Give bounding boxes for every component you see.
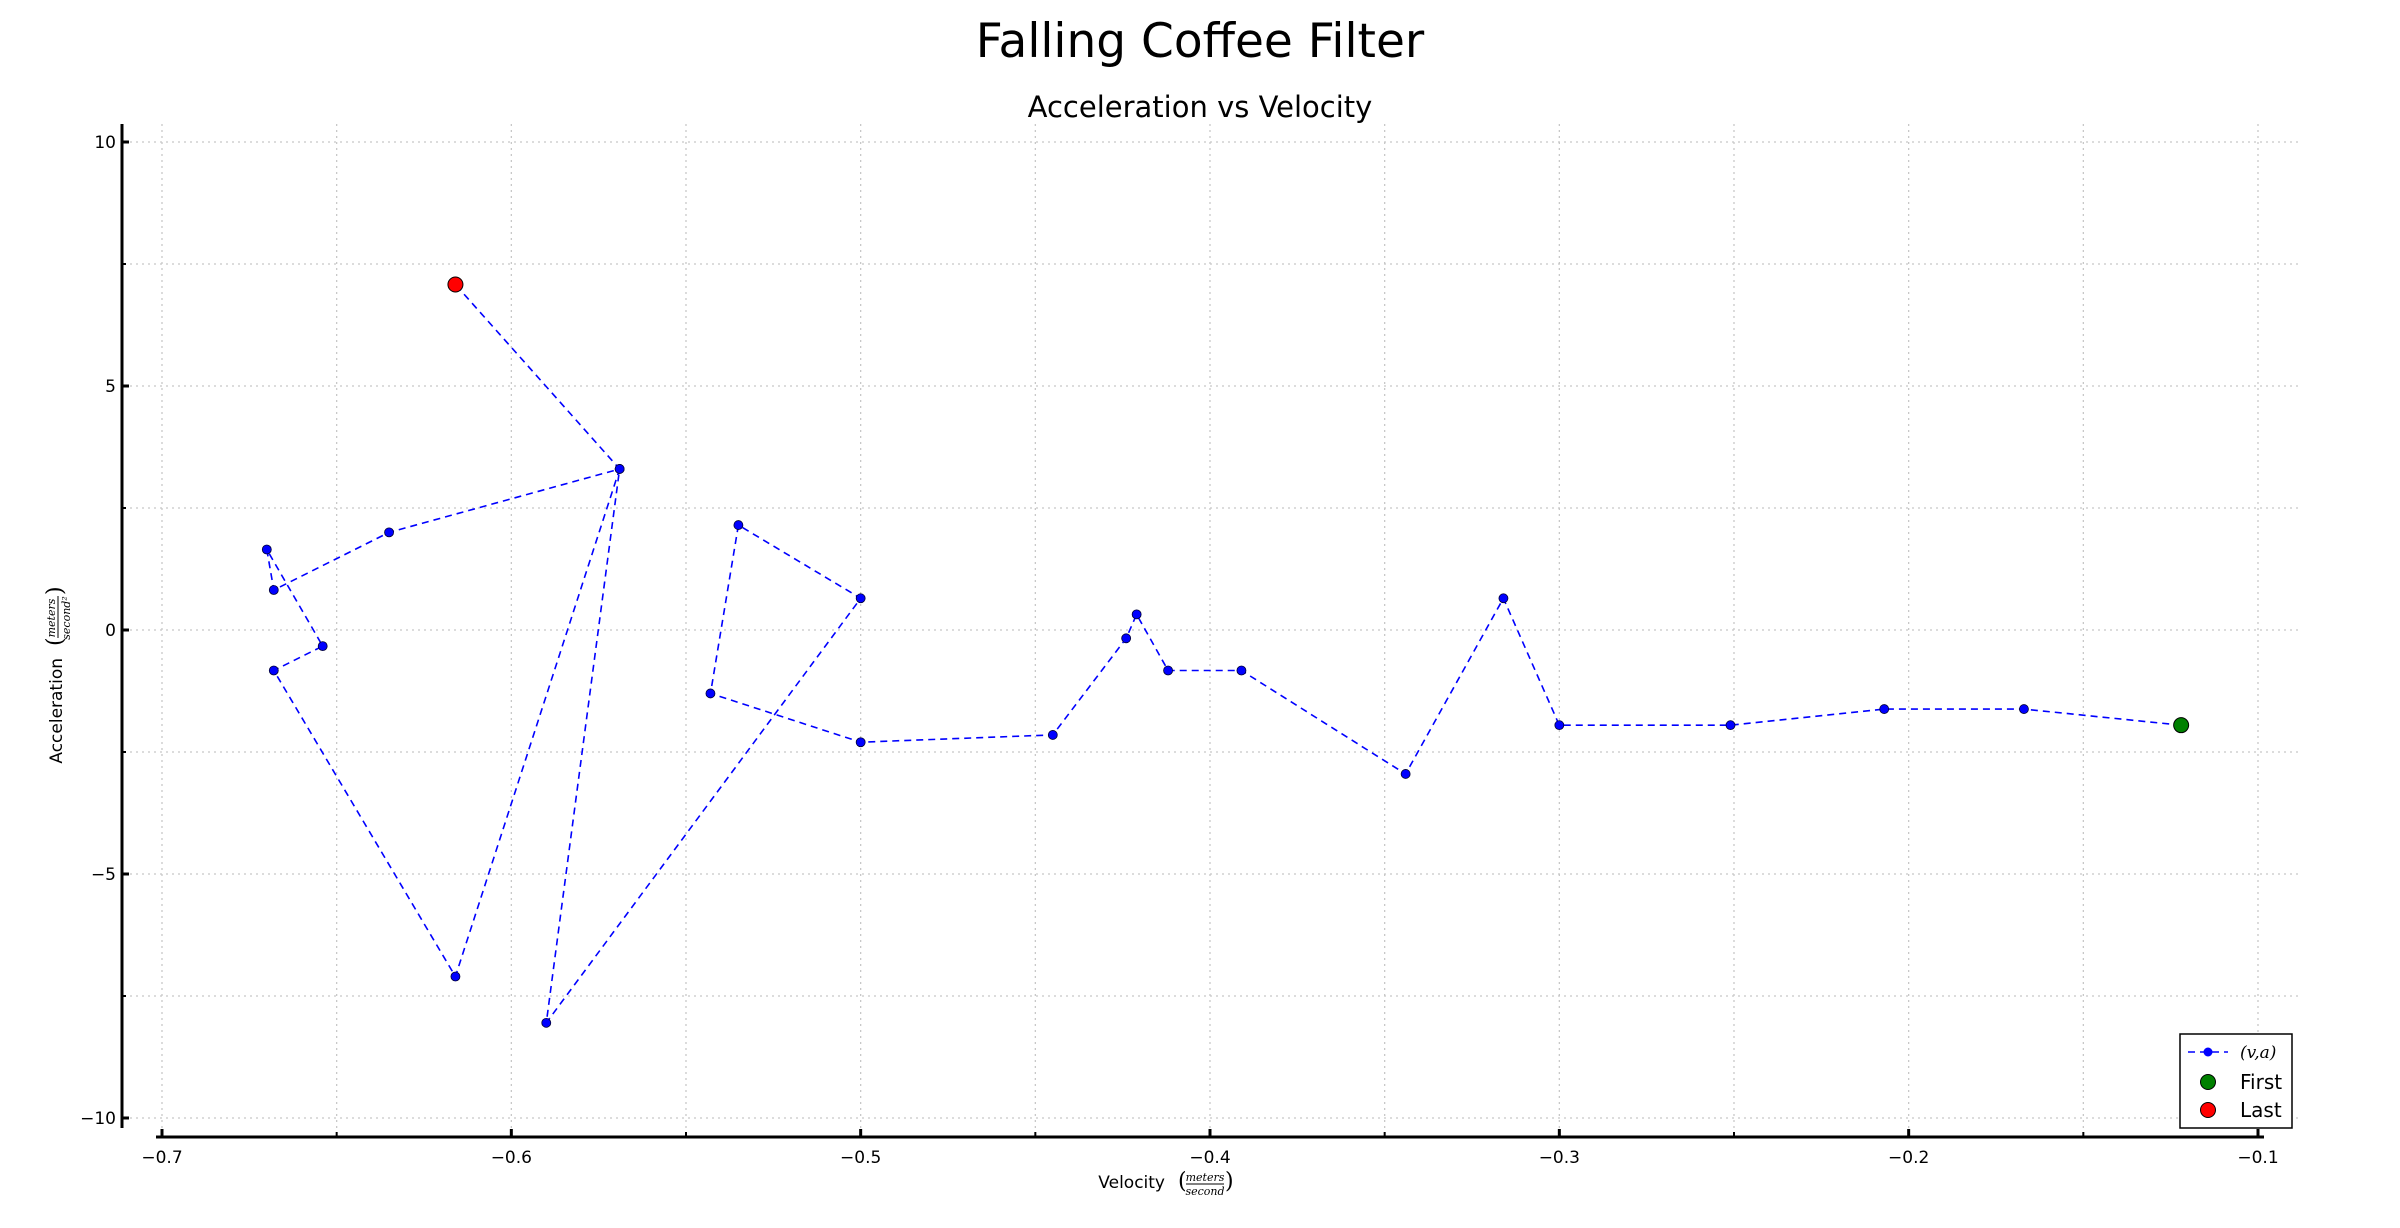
data-point <box>614 464 625 474</box>
data-point <box>450 971 461 982</box>
x-axis-units-close: ) <box>1225 1169 1234 1194</box>
data-point <box>855 737 866 748</box>
y-tick-label: −5 <box>91 865 116 885</box>
series-line <box>266 283 2182 1026</box>
x-tick-label: −0.2 <box>1888 1148 1929 1168</box>
y-tick-label: 10 <box>94 133 116 153</box>
legend-series-marker <box>2203 1047 2213 1057</box>
data-point <box>1400 769 1411 779</box>
y-axis-label: Acceleration <box>47 658 67 764</box>
data-point <box>1554 720 1565 731</box>
data-point <box>1725 720 1736 731</box>
data-point <box>1879 704 1890 714</box>
data-point <box>855 593 866 604</box>
figure-title: Falling Coffee Filter <box>975 14 1425 69</box>
data-point <box>268 585 279 595</box>
legend-last-label: Last <box>2240 1098 2282 1122</box>
data-point <box>384 527 394 538</box>
y-axis-units: ( <box>43 637 68 646</box>
legend-series-label: (v,a) <box>2240 1043 2276 1063</box>
y-units-denominator: second² <box>60 596 73 639</box>
y-axis-units-close: ) <box>43 586 68 595</box>
x-tick-label: −0.3 <box>1539 1148 1580 1168</box>
y-axis-label-group: Acceleration ( meters second² ) <box>43 586 73 763</box>
x-tick-label: −0.7 <box>141 1148 182 1168</box>
chart-title: Acceleration vs Velocity <box>1028 90 1373 124</box>
data-point <box>733 520 744 530</box>
last-marker <box>447 276 464 293</box>
data-point <box>1163 665 1173 676</box>
data-point <box>261 544 272 555</box>
legend-first-marker <box>2200 1074 2216 1090</box>
x-tick-label: −0.1 <box>2237 1148 2278 1168</box>
y-tick-label: −10 <box>80 1109 116 1129</box>
x-axis-label: Velocity <box>1098 1173 1165 1193</box>
data-point <box>705 688 716 699</box>
y-tick-label: 5 <box>105 377 116 397</box>
x-axis-units: ( <box>1178 1169 1187 1194</box>
grid <box>124 124 2298 1128</box>
x-tick-label: −0.6 <box>491 1148 532 1168</box>
x-axis-label-group: Velocity ( meters second ) <box>1098 1169 1233 1198</box>
series-layer <box>261 276 2190 1028</box>
data-point <box>317 641 328 652</box>
legend-first-label: First <box>2240 1070 2282 1094</box>
legend-box <box>2179 1033 2293 1129</box>
data-point <box>1121 633 1132 644</box>
y-tick-label: 0 <box>105 621 116 641</box>
x-units-numerator: meters <box>1186 1171 1225 1184</box>
first-marker <box>2173 717 2190 734</box>
data-point <box>2019 704 2029 714</box>
data-point <box>1236 665 1247 676</box>
data-point <box>1498 593 1509 604</box>
x-tick-label: −0.4 <box>1189 1148 1230 1168</box>
data-point <box>268 665 279 676</box>
axes: −0.7 −0.6 −0.5 −0.4 −0.3 −0.2 −0.1 10 5 0 −5 −10 <box>80 124 2279 1168</box>
y-units-numerator: meters <box>45 598 58 637</box>
x-tick-label: −0.5 <box>840 1148 881 1168</box>
legend-last-marker <box>2200 1102 2216 1118</box>
data-point <box>541 1017 552 1028</box>
legend: (v,a) First Last <box>2179 1033 2293 1129</box>
data-point <box>1047 730 1058 740</box>
data-point <box>1131 609 1142 620</box>
x-units-denominator: second <box>1185 1185 1224 1198</box>
